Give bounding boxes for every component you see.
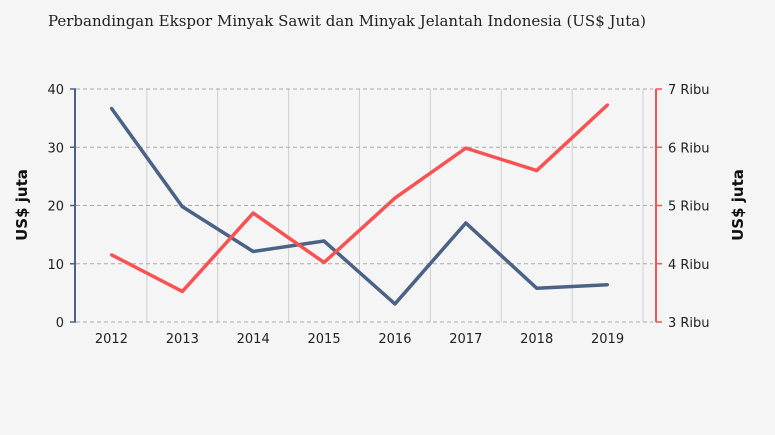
data-point-1: [180, 289, 184, 293]
x-tick-label: 2017: [449, 332, 482, 347]
right-tick-label: 6 Ribu: [668, 141, 710, 156]
chart-title: Perbandingan Ekspor Minyak Sawit dan Min…: [47, 12, 647, 30]
x-tick-label: 2016: [378, 332, 411, 347]
data-point-0: [322, 239, 326, 243]
x-tick-label: 2015: [308, 332, 341, 347]
right-axis-title: US$ juta: [729, 169, 747, 241]
data-point-1: [393, 196, 397, 200]
left-tick-label: 40: [47, 83, 64, 98]
data-point-0: [464, 221, 468, 225]
data-point-0: [109, 106, 113, 110]
x-tick-label: 2014: [237, 332, 270, 347]
data-point-0: [180, 205, 184, 209]
right-tick-label: 7 Ribu: [668, 83, 710, 98]
data-point-1: [251, 211, 255, 215]
data-point-0: [393, 302, 397, 306]
data-point-0: [251, 250, 255, 254]
left-tick-label: 10: [47, 258, 64, 273]
x-tick-label: 2018: [520, 332, 553, 347]
data-point-1: [322, 260, 326, 264]
data-point-1: [109, 253, 113, 257]
x-tick-label: 2013: [166, 332, 199, 347]
data-point-1: [464, 146, 468, 150]
series-line-1: [110, 103, 609, 294]
series-line-0: [110, 107, 608, 306]
data-point-0: [606, 283, 610, 287]
data-point-0: [535, 286, 539, 290]
right-tick-label: 5 Ribu: [668, 200, 710, 215]
right-tick-label: 4 Ribu: [668, 258, 710, 273]
x-tick-label: 2019: [591, 332, 624, 347]
x-tick-label: 2012: [95, 332, 128, 347]
left-tick-label: 20: [47, 200, 64, 215]
right-tick-label: 3 Ribu: [668, 316, 710, 331]
left-axis-title: US$ juta: [13, 169, 31, 241]
left-tick-label: 0: [56, 316, 64, 331]
left-tick-label: 30: [47, 141, 64, 156]
data-point-1: [606, 103, 610, 107]
data-point-1: [535, 169, 539, 173]
